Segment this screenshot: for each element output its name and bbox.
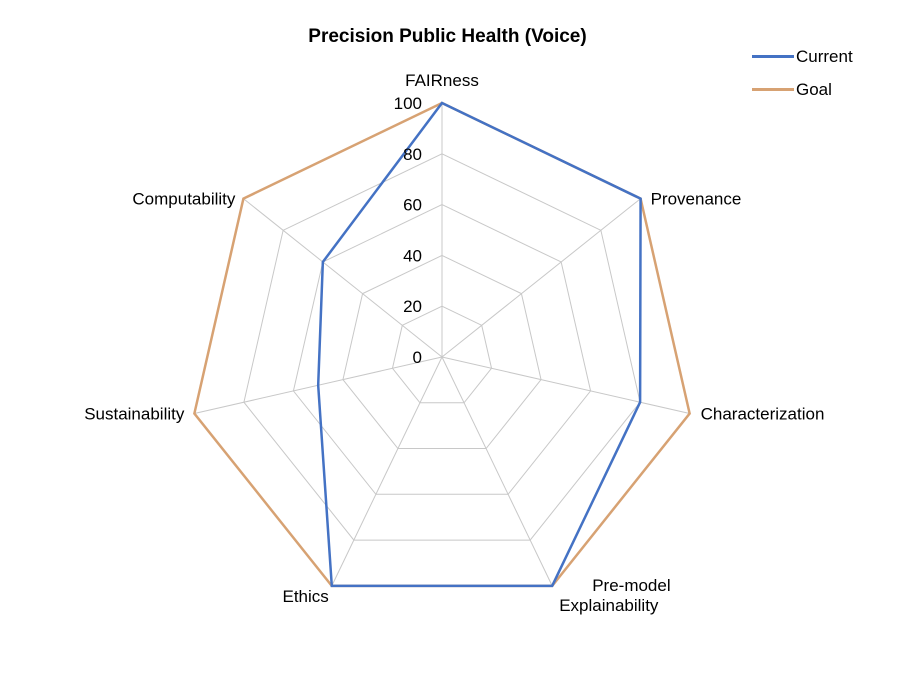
radar-spoke (243, 198, 443, 358)
legend-item: Goal (752, 73, 853, 106)
axis-label: Ethics (282, 587, 328, 606)
axis-label: Characterization (701, 405, 825, 424)
axis-category-labels: FAIRness Provenance Characterization Pre-mo… (84, 71, 824, 615)
radar-series (193, 101, 691, 588)
axis-label: Computability (132, 190, 235, 209)
radar-spoke (441, 356, 690, 415)
series-line-current (316, 101, 642, 588)
radial-tick-label: 0 (413, 348, 422, 367)
radar-grid (193, 102, 691, 587)
radial-tick-label: 100 (394, 94, 422, 113)
radial-tick-label: 40 (403, 246, 422, 265)
chart-title: Precision Public Health (Voice) (308, 26, 587, 47)
legend-label: Goal (796, 79, 832, 99)
axis-label-line: Explainability (559, 596, 659, 615)
radar-grid-ring (342, 254, 542, 450)
legend-swatch (752, 55, 794, 58)
radar-spoke (331, 356, 443, 587)
legend: Current Goal (752, 40, 853, 106)
axis-label: FAIRness (405, 71, 479, 90)
radar-spoke (441, 198, 641, 358)
radar-grid-ring (243, 153, 641, 541)
axis-label-line: Pre-model (592, 576, 670, 595)
radial-tick-label: 60 (403, 196, 422, 215)
axis-label: Provenance (651, 190, 742, 209)
axis-label: Sustainability (84, 405, 185, 424)
radial-tick-label: 80 (403, 145, 422, 164)
radar-grid-ring (292, 204, 592, 495)
legend-swatch (752, 88, 794, 91)
radar-grid-ring (391, 305, 493, 404)
radial-tick-labels: 0 20 40 60 80 100 (394, 94, 422, 367)
legend-item: Current (752, 40, 853, 73)
legend-label: Current (796, 46, 853, 66)
radial-tick-label: 20 (403, 297, 422, 316)
radar-spoke (441, 356, 553, 587)
axis-label: Pre-model Explainability (559, 576, 670, 615)
